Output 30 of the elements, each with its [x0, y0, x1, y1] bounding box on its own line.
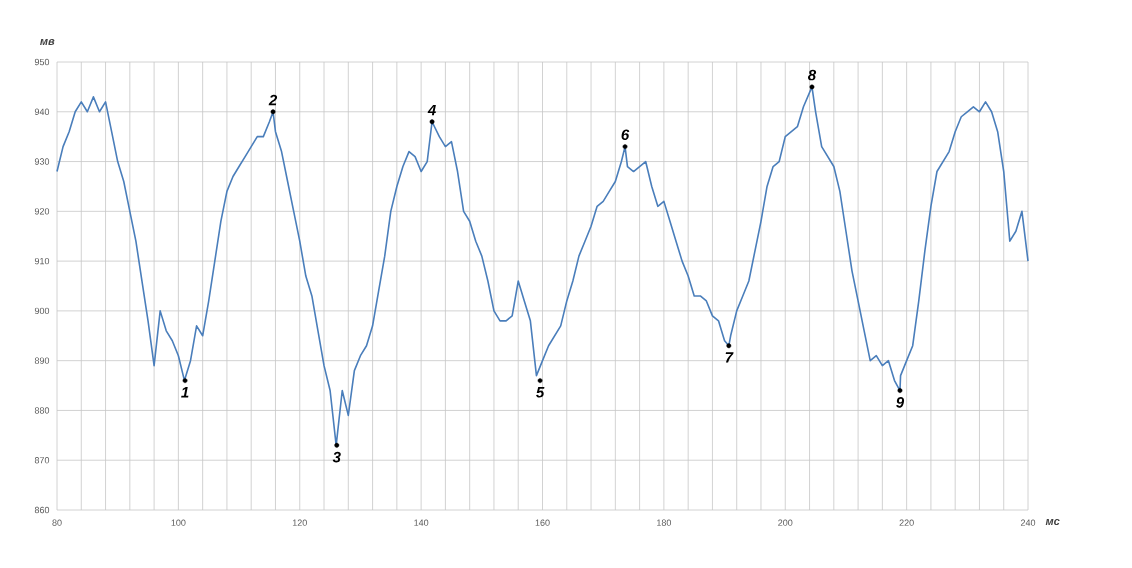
y-tick-label: 890: [34, 357, 50, 364]
y-tick-label: 880: [34, 407, 50, 414]
x-axis-title: мс: [1045, 518, 1060, 526]
annotation: 2: [268, 94, 278, 106]
annotation: 3: [332, 451, 341, 463]
x-tick-label: 200: [778, 519, 793, 526]
x-tick-label: 80: [52, 519, 62, 526]
annotation: 1: [181, 387, 189, 398]
x-tick-label: 100: [171, 519, 186, 526]
annotation: 5: [536, 387, 545, 398]
x-tick-label: 120: [292, 519, 307, 526]
y-tick-label: 860: [34, 506, 50, 514]
x-tick-label: 220: [899, 519, 914, 526]
x-tick-label: 180: [657, 519, 672, 526]
y-tick-label: 910: [34, 257, 50, 265]
y-tick-label: 920: [34, 208, 50, 215]
y-axis-title: мв: [40, 39, 55, 46]
annotation: 9: [896, 397, 905, 408]
y-tick-label: 930: [34, 158, 50, 165]
y-tick-label: 940: [34, 108, 50, 115]
annotation: 6: [621, 129, 630, 141]
x-tick-label: 240: [1020, 519, 1036, 526]
annotation: 8: [807, 69, 817, 81]
y-tick-label: 950: [34, 58, 50, 66]
y-tick-label: 870: [34, 457, 50, 464]
annotation: 4: [427, 104, 436, 116]
annotation: 7: [725, 352, 734, 363]
x-tick-label: 160: [535, 519, 550, 526]
x-tick-label: 140: [414, 519, 429, 526]
y-tick-label: 900: [34, 307, 50, 315]
